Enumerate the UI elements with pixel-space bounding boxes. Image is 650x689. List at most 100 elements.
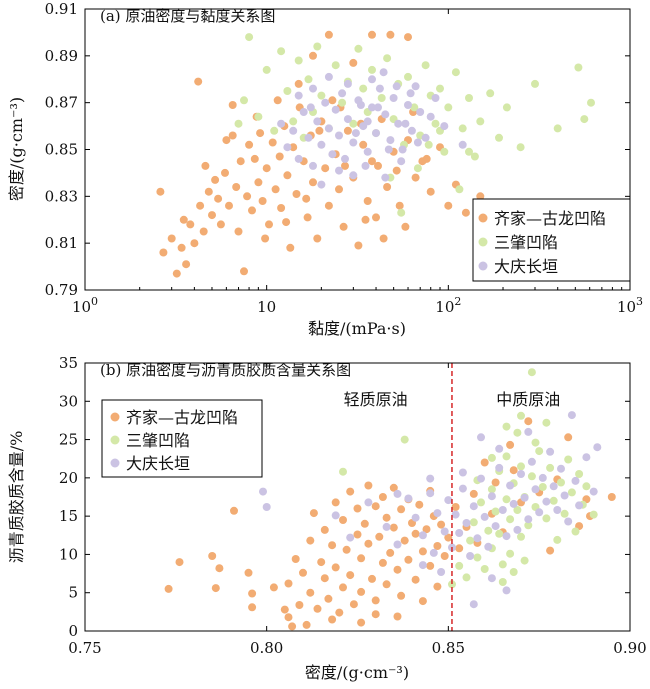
b-point-qijia-2 xyxy=(208,552,217,560)
b-point-sanzhao-9 xyxy=(480,565,489,573)
b-point-sanzhao-34 xyxy=(546,463,555,472)
b-point-daqing-39 xyxy=(531,485,540,494)
b-point-qijia-36 xyxy=(357,554,366,563)
a-point-qijia-90 xyxy=(401,222,410,231)
a-point-qijia-9 xyxy=(194,77,203,86)
a-point-qijia-51 xyxy=(321,164,330,173)
b-point-daqing-13 xyxy=(437,568,446,576)
b-point-daqing-61 xyxy=(426,474,435,483)
b-point-qijia-1 xyxy=(175,558,184,567)
a-point-sanzhao-46 xyxy=(502,103,511,112)
b-point-qijia-87 xyxy=(546,546,555,555)
a-point-qijia-82 xyxy=(349,58,358,67)
b-point-sanzhao-39 xyxy=(564,455,573,464)
b-point-qijia-85 xyxy=(524,417,533,426)
b-point-daqing-34 xyxy=(513,525,522,534)
b-point-qijia-66 xyxy=(426,561,435,570)
a-point-daqing-6 xyxy=(309,161,317,170)
b-point-daqing-33 xyxy=(509,499,518,508)
a-point-daqing-48 xyxy=(392,82,401,91)
a-point-daqing-57 xyxy=(440,122,449,131)
a-point-sanzhao-30 xyxy=(404,72,412,81)
a-point-daqing-14 xyxy=(338,89,347,98)
a-point-daqing-50 xyxy=(341,154,349,163)
b-point-daqing-15 xyxy=(444,496,453,505)
annotation-medium-oil: 中质原油 xyxy=(496,390,560,409)
a-point-daqing-54 xyxy=(384,145,393,154)
a-point-daqing-49 xyxy=(406,89,415,98)
b-point-qijia-20 xyxy=(317,558,326,567)
a-point-sanzhao-47 xyxy=(516,143,525,152)
b-point-qijia-33 xyxy=(349,600,358,609)
a-point-daqing-34 xyxy=(431,94,440,102)
b-point-daqing-22 xyxy=(469,502,478,511)
a-xtick-label-0: 100 xyxy=(72,295,98,316)
b-point-daqing-2 xyxy=(331,511,340,520)
a-point-qijia-37 xyxy=(275,152,284,161)
a-xtick-label-1: 10 xyxy=(257,298,276,316)
b-point-qijia-25 xyxy=(331,498,340,507)
b-point-qijia-72 xyxy=(444,533,453,542)
a-point-daqing-0 xyxy=(277,119,286,128)
a-point-qijia-3 xyxy=(172,269,181,278)
a-point-daqing-12 xyxy=(331,105,340,114)
b-point-sanzhao-18 xyxy=(502,452,511,461)
b-point-daqing-49 xyxy=(567,411,576,420)
a-ytick-label-4: 0.87 xyxy=(45,94,78,112)
b-point-sanzhao-48 xyxy=(531,438,540,447)
a-point-qijia-76 xyxy=(476,192,485,201)
b-point-sanzhao-52 xyxy=(520,556,529,565)
b-point-qijia-23 xyxy=(324,594,333,603)
b-point-qijia-89 xyxy=(564,433,573,442)
a-point-qijia-55 xyxy=(335,185,343,194)
b-point-sanzhao-23 xyxy=(513,506,522,514)
a-point-qijia-1 xyxy=(159,248,168,257)
b-point-qijia-48 xyxy=(382,580,391,589)
b-point-sanzhao-10 xyxy=(484,526,493,535)
panel-b-legend-marker-daqing xyxy=(110,458,120,468)
a-point-daqing-36 xyxy=(335,166,343,175)
b-point-sanzhao-7 xyxy=(473,553,482,562)
a-point-sanzhao-42 xyxy=(470,152,479,161)
b-point-daqing-23 xyxy=(473,534,482,543)
b-point-qijia-53 xyxy=(397,505,406,514)
b-point-daqing-20 xyxy=(462,519,471,527)
b-point-qijia-3 xyxy=(211,584,220,593)
a-point-daqing-5 xyxy=(304,133,313,142)
a-point-qijia-61 xyxy=(363,197,372,205)
a-point-sanzhao-41 xyxy=(465,94,473,102)
a-point-qijia-42 xyxy=(289,143,298,152)
b-point-qijia-6 xyxy=(244,568,253,577)
b-point-daqing-29 xyxy=(495,463,504,472)
b-point-daqing-8 xyxy=(411,513,420,522)
b-point-sanzhao-44 xyxy=(582,482,591,491)
a-point-daqing-31 xyxy=(416,108,425,116)
a-point-sanzhao-13 xyxy=(313,42,322,51)
b-point-qijia-76 xyxy=(469,489,478,498)
b-point-sanzhao-8 xyxy=(477,498,485,507)
a-point-sanzhao-38 xyxy=(444,103,453,112)
b-point-daqing-11 xyxy=(429,548,438,557)
b-point-daqing-17 xyxy=(451,510,460,519)
a-point-sanzhao-37 xyxy=(440,147,449,156)
a-point-daqing-23 xyxy=(381,110,390,119)
b-point-sanzhao-37 xyxy=(557,478,565,487)
a-point-daqing-29 xyxy=(407,126,416,135)
b-point-qijia-0 xyxy=(164,584,173,593)
b-ytick-label-6: 30 xyxy=(59,392,78,410)
a-point-qijia-48 xyxy=(309,178,317,187)
a-point-qijia-4 xyxy=(177,243,186,252)
annotation-light-oil: 轻质原油 xyxy=(344,390,408,409)
b-point-daqing-0 xyxy=(259,487,267,496)
b-point-qijia-70 xyxy=(437,520,446,529)
a-point-sanzhao-54 xyxy=(397,208,406,217)
b-point-qijia-42 xyxy=(371,502,380,511)
b-point-daqing-7 xyxy=(404,494,413,503)
b-point-qijia-60 xyxy=(411,529,420,538)
b-point-daqing-38 xyxy=(527,457,536,466)
b-point-sanzhao-53 xyxy=(498,578,507,586)
b-point-qijia-49 xyxy=(386,548,395,557)
b-point-daqing-60 xyxy=(524,427,533,436)
b-point-qijia-17 xyxy=(306,588,315,597)
a-point-qijia-2 xyxy=(167,234,176,243)
